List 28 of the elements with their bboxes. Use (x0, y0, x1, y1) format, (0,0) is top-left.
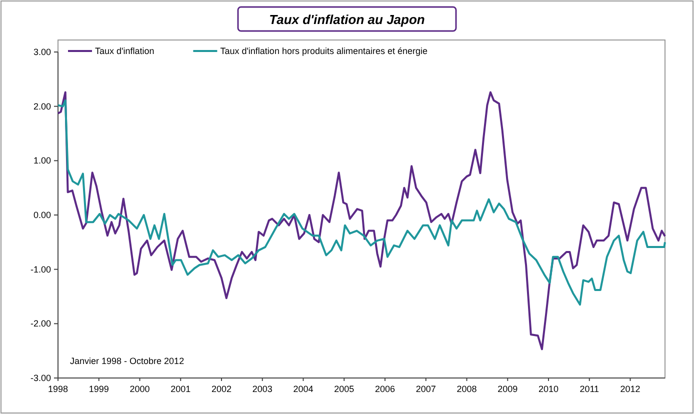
x-tick-label: 2005 (334, 384, 354, 394)
annotation: Janvier 1998 - Octobre 2012 (70, 356, 184, 366)
line-series (57, 91, 666, 350)
legend-label: Taux d'inflation (95, 46, 154, 56)
x-tick-label: 1998 (48, 384, 68, 394)
x-tick-label: 2009 (498, 384, 518, 394)
y-tick-label: 0.00 (33, 210, 51, 220)
x-tick-label: 1999 (88, 384, 109, 394)
y-tick-label: 3.00 (33, 47, 51, 57)
legend-label: Taux d'inflation hors produits alimentaires et énergie (220, 46, 428, 56)
y-tick-label: -2.00 (30, 318, 51, 329)
x-tick-label: 2007 (416, 384, 436, 394)
x-tick-label: 2002 (211, 384, 232, 394)
x-tick-label: 2001 (170, 384, 191, 394)
x-tick-label: 2008 (456, 384, 477, 394)
chart-title: Taux d'inflation au Japon (269, 12, 425, 27)
x-tick-label: 2003 (252, 384, 272, 394)
line-series (57, 99, 666, 306)
x-tick-label: 2012 (620, 384, 640, 394)
y-tick-label: 1.00 (33, 156, 51, 166)
x-tick-label: 2010 (538, 384, 559, 394)
y-tick-label: -3.00 (30, 373, 51, 383)
x-tick-label: 2011 (580, 384, 600, 394)
y-tick-label: 2.00 (33, 101, 51, 112)
x-tick-label: 2004 (293, 384, 314, 394)
x-tick-label: 2006 (374, 384, 396, 394)
y-tick-label: -1.00 (30, 264, 51, 274)
x-tick-label: 2000 (130, 384, 150, 394)
